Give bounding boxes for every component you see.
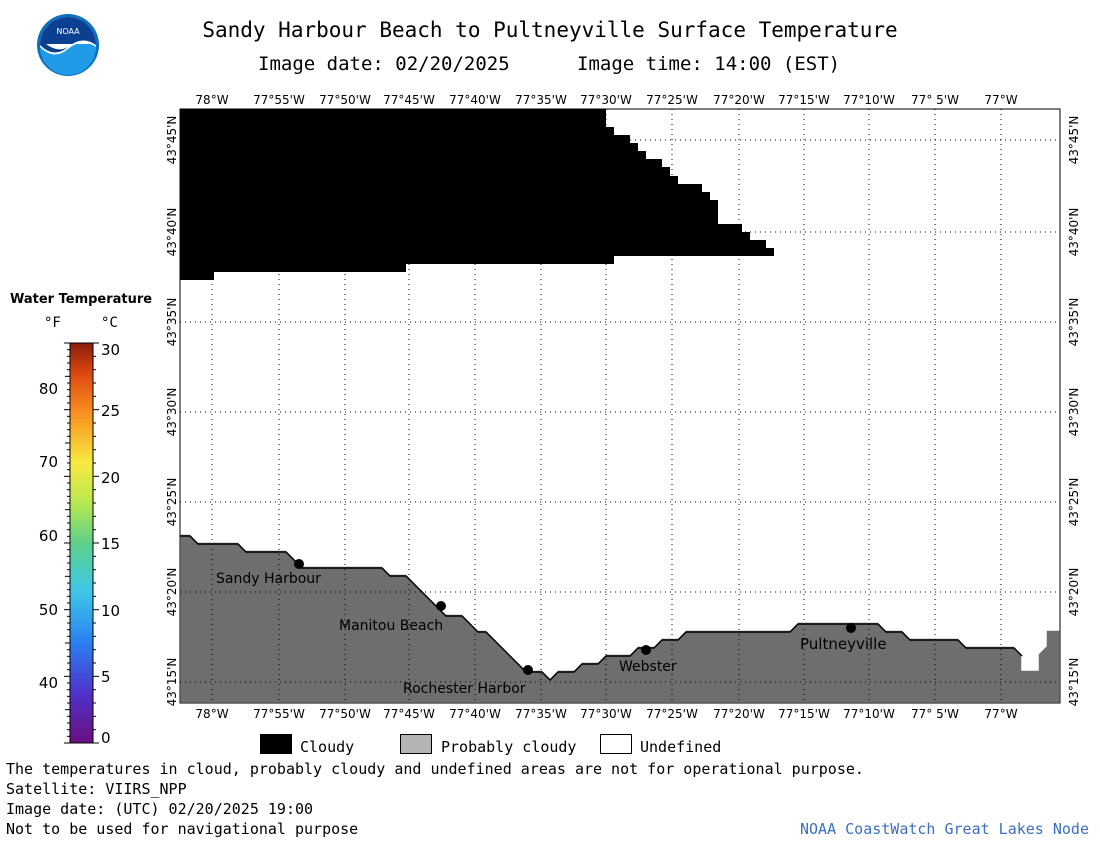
place-label-manitou-beach: Manitou Beach <box>339 618 443 634</box>
lat-labels-left: 43°45'N 43°40'N 43°35'N 43°30'N 43°25'N … <box>165 116 179 707</box>
lat-label: 43°35'N <box>165 298 179 347</box>
lon-label: 77°25'W <box>646 707 698 721</box>
c-tick-label: 30 <box>101 341 120 359</box>
place-label-rochester-harbor: Rochester Harbor <box>403 681 526 697</box>
credit-text: NOAA CoastWatch Great Lakes Node <box>800 820 1089 838</box>
lon-label: 77°35'W <box>515 707 567 721</box>
lon-label: 77°25'W <box>646 93 698 107</box>
lon-label: 77°40'W <box>449 93 501 107</box>
noaa-logo-text: NOAA <box>56 27 80 36</box>
lat-label: 43°45'N <box>1067 116 1081 165</box>
lat-label: 43°20'N <box>1067 568 1081 617</box>
satellite-text: Satellite: VIIRS_NPP <box>6 780 187 798</box>
place-label-webster: Webster <box>619 659 677 675</box>
utc-date-text: Image date: (UTC) 02/20/2025 19:00 <box>6 800 314 818</box>
lat-label: 43°15'N <box>165 658 179 707</box>
c-tick-label: 25 <box>101 402 120 420</box>
disclaimer-text: The temperatures in cloud, probably clou… <box>6 760 864 778</box>
fahrenheit-tick-labels: 40 50 60 70 80 <box>39 380 58 692</box>
lon-label: 77°15'W <box>778 93 830 107</box>
place-label-pultneyville: Pultneyville <box>800 635 887 653</box>
nav-warning-text: Not to be used for navigational purpose <box>6 820 359 838</box>
c-tick-label: 15 <box>101 535 120 553</box>
lon-label: 77°55'W <box>253 707 305 721</box>
image-date: Image date: 02/20/2025 <box>258 53 510 75</box>
lon-label: 77°30'W <box>580 93 632 107</box>
page-title: Sandy Harbour Beach to Pultneyville Surf… <box>202 18 898 42</box>
colorbar-title: Water Temperature <box>10 292 153 307</box>
lon-label: 77°10'W <box>843 93 895 107</box>
colorbar: 40 50 60 70 80 0 5 10 15 20 25 30 <box>39 341 120 747</box>
lat-label: 43°15'N <box>1067 658 1081 707</box>
lon-label: 77° 5'W <box>911 93 959 107</box>
lat-label: 43°25'N <box>165 478 179 527</box>
lat-label: 43°45'N <box>165 116 179 165</box>
legend-label-cloudy: Cloudy <box>300 738 355 756</box>
legend-swatch-cloudy <box>260 734 292 754</box>
lon-label: 77°30'W <box>580 707 632 721</box>
place-marker-rochester-harbor <box>523 665 533 675</box>
lon-label: 77°20'W <box>713 93 765 107</box>
f-tick-label: 40 <box>39 674 58 692</box>
c-tick-label: 0 <box>101 729 111 747</box>
lon-label: 78°W <box>195 707 228 721</box>
lon-label: 77°50'W <box>319 707 371 721</box>
coastline <box>180 535 1023 682</box>
cloud-legend: Cloudy Probably cloudy Undefined <box>260 733 740 756</box>
place-markers: Sandy Harbour Manitou Beach Rochester Ha… <box>216 559 887 697</box>
place-marker-sandy-harbour <box>294 559 304 569</box>
image-time: Image time: 14:00 (EST) <box>577 53 841 75</box>
lon-label: 77°10'W <box>843 707 895 721</box>
lat-label: 43°40'N <box>1067 208 1081 257</box>
lon-label: 77°45'W <box>383 707 435 721</box>
place-marker-manitou-beach <box>436 601 446 611</box>
celsius-tick-labels: 0 5 10 15 20 25 30 <box>101 341 120 747</box>
place-label-sandy-harbour: Sandy Harbour <box>216 571 321 587</box>
legend-swatch-undefined <box>600 734 632 754</box>
legend-label-undefined: Undefined <box>640 738 722 756</box>
lon-labels-top: 78°W 77°55'W 77°50'W 77°45'W 77°40'W 77°… <box>195 93 1017 107</box>
c-tick-label: 5 <box>101 668 111 686</box>
f-tick-label: 80 <box>39 380 58 398</box>
lat-label: 43°30'N <box>1067 388 1081 437</box>
f-tick-label: 60 <box>39 527 58 545</box>
lon-label: 77° 5'W <box>911 707 959 721</box>
cloud-area <box>180 109 774 280</box>
noaa-logo: NOAA <box>37 14 99 76</box>
lon-label: 77°15'W <box>778 707 830 721</box>
lon-label: 77°55'W <box>253 93 305 107</box>
lat-label: 43°40'N <box>165 208 179 257</box>
c-tick-label: 10 <box>101 602 120 620</box>
place-marker-pultneyville <box>846 623 856 633</box>
place-marker-webster <box>641 645 651 655</box>
lon-label: 77°50'W <box>319 93 371 107</box>
lat-labels-right: 43°45'N 43°40'N 43°35'N 43°30'N 43°25'N … <box>1067 116 1081 707</box>
lon-labels-bottom: 78°W 77°55'W 77°50'W 77°45'W 77°40'W 77°… <box>195 707 1017 721</box>
unit-celsius: °C <box>101 315 118 331</box>
map-frame <box>179 108 1061 704</box>
lon-label: 77°20'W <box>713 707 765 721</box>
lon-label: 78°W <box>195 93 228 107</box>
lat-label: 43°35'N <box>1067 298 1081 347</box>
lat-label: 43°25'N <box>1067 478 1081 527</box>
lat-label: 43°30'N <box>165 388 179 437</box>
c-tick-label: 20 <box>101 469 120 487</box>
lat-label: 43°20'N <box>165 568 179 617</box>
f-tick-label: 70 <box>39 453 58 471</box>
legend-swatch-probably-cloudy <box>400 734 432 754</box>
legend-label-probably-cloudy: Probably cloudy <box>441 738 577 756</box>
lon-label: 77°W <box>984 707 1017 721</box>
lon-label: 77°35'W <box>515 93 567 107</box>
lon-label: 77°40'W <box>449 707 501 721</box>
lon-label: 77°45'W <box>383 93 435 107</box>
lon-label: 77°W <box>984 93 1017 107</box>
unit-fahrenheit: °F <box>44 315 61 331</box>
f-tick-label: 50 <box>39 601 58 619</box>
